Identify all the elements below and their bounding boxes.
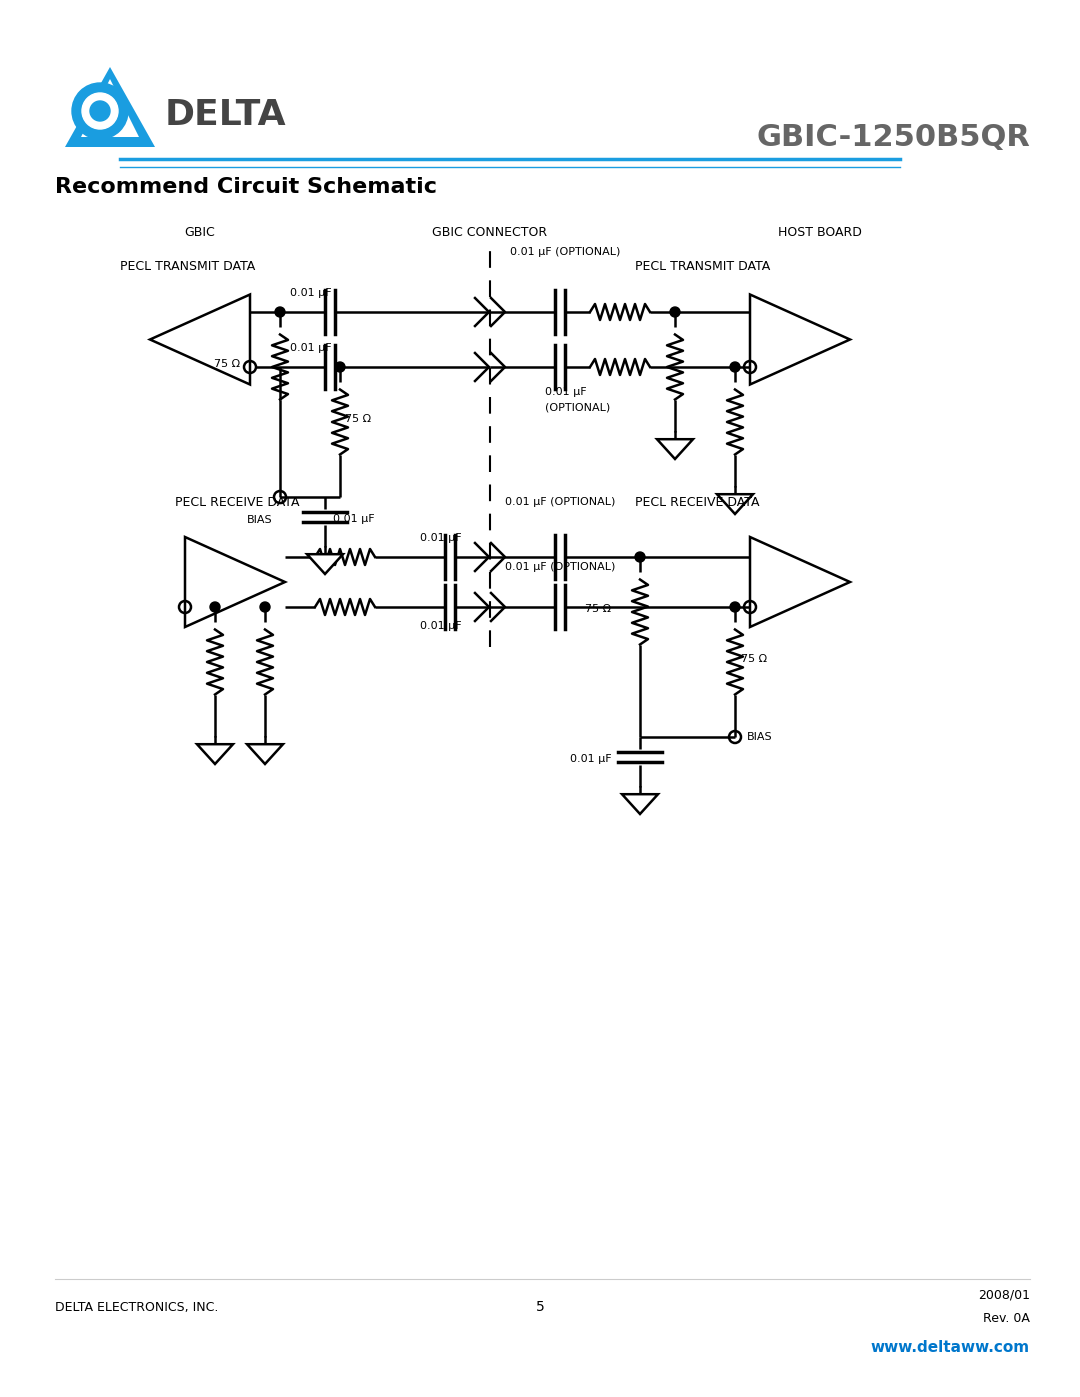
Circle shape [730, 602, 740, 612]
Text: 0.01 μF: 0.01 μF [545, 387, 586, 397]
Text: DELTA: DELTA [165, 98, 286, 131]
Text: 0.01 μF: 0.01 μF [291, 344, 332, 353]
Text: www.deltaww.com: www.deltaww.com [870, 1340, 1030, 1355]
Text: 0.01 μF: 0.01 μF [420, 622, 461, 631]
Polygon shape [197, 745, 233, 764]
Text: HOST BOARD: HOST BOARD [778, 225, 862, 239]
Text: BIAS: BIAS [747, 732, 772, 742]
Text: 0.01 μF (OPTIONAL): 0.01 μF (OPTIONAL) [510, 247, 620, 257]
Text: 75 Ω: 75 Ω [345, 414, 372, 425]
Text: GBIC: GBIC [185, 225, 215, 239]
Text: Rev. 0A: Rev. 0A [983, 1313, 1030, 1326]
Text: Recommend Circuit Schematic: Recommend Circuit Schematic [55, 177, 437, 197]
Circle shape [72, 82, 129, 138]
Text: 75 Ω: 75 Ω [214, 359, 240, 369]
Circle shape [210, 602, 220, 612]
Text: 75 Ω: 75 Ω [741, 654, 767, 664]
Polygon shape [657, 439, 693, 460]
Text: DELTA ELECTRONICS, INC.: DELTA ELECTRONICS, INC. [55, 1301, 218, 1313]
Text: 0.01 μF (OPTIONAL): 0.01 μF (OPTIONAL) [505, 562, 616, 571]
Circle shape [635, 552, 645, 562]
Text: BIAS: BIAS [246, 515, 272, 525]
Text: 75 Ω: 75 Ω [585, 604, 611, 615]
Text: 0.01 μF: 0.01 μF [333, 514, 375, 524]
Circle shape [670, 307, 680, 317]
Text: GBIC-1250B5QR: GBIC-1250B5QR [756, 123, 1030, 151]
Circle shape [730, 362, 740, 372]
Polygon shape [65, 67, 156, 147]
Text: 0.01 μF (OPTIONAL): 0.01 μF (OPTIONAL) [505, 497, 616, 507]
Text: PECL TRANSMIT DATA: PECL TRANSMIT DATA [635, 260, 770, 274]
Text: 0.01 μF: 0.01 μF [420, 534, 461, 543]
Polygon shape [622, 795, 658, 814]
Text: 0.01 μF: 0.01 μF [570, 754, 611, 764]
Text: PECL RECEIVE DATA: PECL RECEIVE DATA [175, 496, 299, 509]
Circle shape [260, 602, 270, 612]
Polygon shape [750, 295, 850, 384]
Polygon shape [717, 495, 753, 514]
Circle shape [335, 362, 345, 372]
Polygon shape [247, 745, 283, 764]
Polygon shape [150, 295, 249, 384]
Text: (OPTIONAL): (OPTIONAL) [545, 402, 610, 412]
Text: GBIC CONNECTOR: GBIC CONNECTOR [432, 225, 548, 239]
Text: 5: 5 [536, 1301, 544, 1315]
Text: 0.01 μF: 0.01 μF [291, 288, 332, 298]
Polygon shape [81, 80, 139, 137]
Polygon shape [185, 536, 285, 627]
Polygon shape [750, 536, 850, 627]
Circle shape [275, 307, 285, 317]
Circle shape [90, 101, 110, 122]
Text: 2008/01: 2008/01 [978, 1288, 1030, 1302]
Polygon shape [307, 555, 343, 574]
Text: PECL RECEIVE DATA: PECL RECEIVE DATA [635, 496, 759, 509]
Text: PECL TRANSMIT DATA: PECL TRANSMIT DATA [120, 260, 255, 274]
Circle shape [82, 94, 118, 129]
